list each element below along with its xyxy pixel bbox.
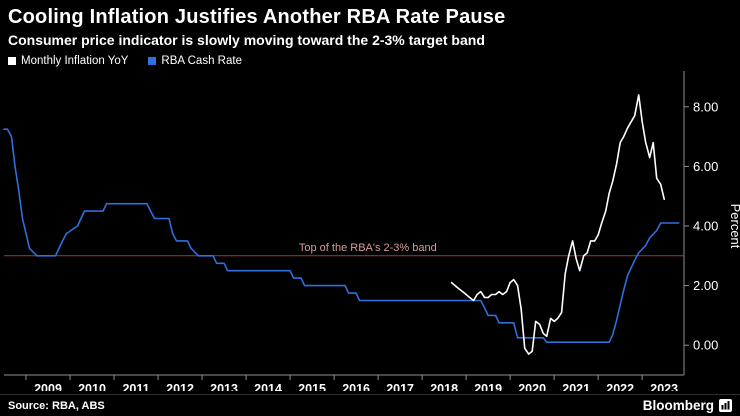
- y-tick-label: 4.00: [693, 219, 718, 234]
- cash-rate-swatch-icon: [148, 57, 157, 65]
- bloomberg-brand: Bloomberg: [643, 398, 732, 413]
- legend-item-inflation: Monthly Inflation YoY: [8, 55, 128, 67]
- inflation-swatch-icon: [8, 57, 16, 65]
- x-tick-label: 2015: [298, 382, 326, 391]
- x-tick-label: 2011: [122, 382, 149, 391]
- chart-subtitle: Consumer price indicator is slowly movin…: [8, 32, 485, 48]
- y-tick-label: 2.00: [693, 278, 718, 293]
- x-tick-label: 2013: [210, 382, 238, 391]
- y-axis-title: Percent: [728, 204, 740, 249]
- chart-header: Cooling Inflation Justifies Another RBA …: [0, 0, 740, 48]
- inflation-chart-plot: 0.00 2.00 4.00 6.00 8.00 2009 2010 2011 2012 2013…: [3, 71, 740, 391]
- x-tick-label: 2020: [518, 382, 546, 391]
- bloomberg-wordmark: Bloomberg: [642, 398, 714, 413]
- x-tick-label: 2018: [430, 382, 458, 391]
- legend-item-cash-rate: RBA Cash Rate: [148, 55, 242, 67]
- legend-label-inflation: Monthly Inflation YoY: [21, 55, 129, 67]
- inflation-line: [450, 94, 666, 355]
- legend-label-cash-rate: RBA Cash Rate: [161, 55, 242, 67]
- source-note: Source: RBA, ABS: [8, 399, 105, 412]
- cash-rate-line: [3, 128, 680, 344]
- y-tick-label: 6.00: [693, 159, 718, 174]
- chart-legend: Monthly Inflation YoY RBA Cash Rate: [0, 48, 740, 67]
- target-band-label: Top of the RBA's 2-3% band: [299, 242, 437, 254]
- x-tick-label: 2023: [650, 382, 678, 391]
- x-tick-label: 2017: [386, 382, 414, 391]
- x-tick-label: 2009: [34, 382, 62, 391]
- x-tick-label: 2019: [474, 382, 502, 391]
- x-tick-label: 2016: [342, 382, 370, 391]
- y-tick-label: 8.00: [693, 99, 718, 114]
- x-tick-label: 2010: [78, 382, 106, 391]
- x-tick-label: 2012: [166, 382, 194, 391]
- bloomberg-chart-icon: [719, 399, 732, 412]
- x-tick-label: 2021: [562, 382, 590, 391]
- x-tick-label: 2014: [254, 382, 282, 391]
- chart-footer: Source: RBA, ABS Bloomberg: [0, 394, 740, 416]
- chart-title: Cooling Inflation Justifies Another RBA …: [8, 6, 506, 28]
- x-tick-label: 2022: [606, 382, 634, 391]
- y-tick-label: 0.00: [693, 338, 718, 353]
